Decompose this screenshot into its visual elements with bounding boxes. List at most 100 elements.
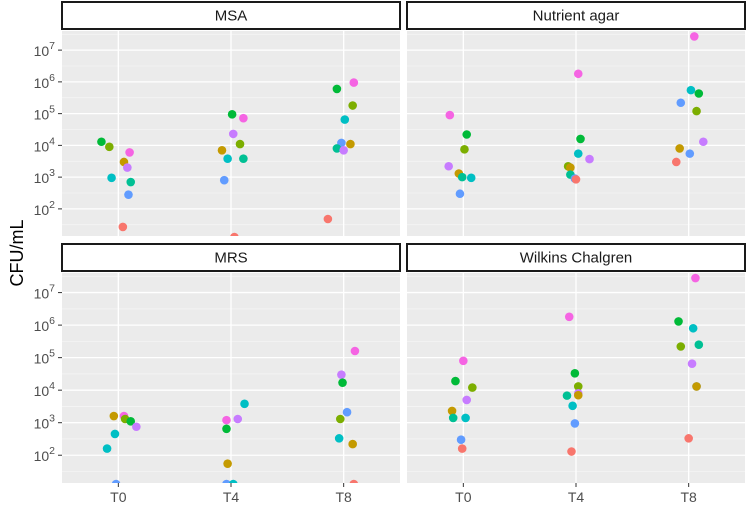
data-point — [451, 376, 460, 386]
facet-strip-label: Wilkins Chalgren — [520, 249, 633, 266]
data-point — [350, 346, 360, 356]
data-point — [457, 444, 467, 453]
data-point — [332, 144, 342, 153]
facet-strip — [61, 243, 401, 272]
data-point — [460, 145, 469, 154]
data-point — [125, 148, 134, 157]
x-tick-label: T4 — [223, 489, 240, 505]
data-point — [118, 222, 128, 232]
data-point — [573, 382, 583, 391]
facet-strip-label: MRS — [214, 249, 247, 266]
x-tick-label: T8 — [680, 489, 697, 505]
data-point — [576, 134, 585, 144]
data-point — [107, 173, 116, 183]
data-points — [447, 273, 704, 456]
y-tick-label: 103 — [34, 413, 56, 432]
data-point — [340, 115, 350, 124]
data-point — [109, 411, 119, 421]
data-point — [124, 190, 133, 199]
data-point — [219, 175, 229, 185]
data-point — [573, 390, 583, 400]
data-points — [97, 78, 359, 236]
y-tick-label: 104 — [34, 380, 56, 399]
data-point — [228, 129, 238, 139]
data-point — [239, 154, 248, 164]
y-tick-label: 105 — [34, 104, 56, 123]
facet-strip-label: Nutrient agar — [533, 7, 620, 24]
y-tick-label: 107 — [34, 40, 56, 59]
data-point — [686, 85, 696, 95]
data-point — [461, 413, 470, 423]
y-tick-label: 102 — [34, 445, 56, 464]
data-point — [346, 139, 355, 149]
data-point — [233, 414, 243, 424]
data-point — [323, 214, 333, 224]
facet-strip — [61, 1, 401, 30]
data-point — [334, 434, 344, 443]
data-points — [102, 346, 360, 483]
data-point — [570, 369, 580, 378]
panel-nutrient-agar: Nutrient agar — [406, 1, 746, 236]
data-point — [223, 154, 232, 164]
y-tick-label: 105 — [34, 348, 56, 367]
data-point — [97, 137, 106, 147]
facet-strip-label: MSA — [215, 7, 248, 24]
data-point — [240, 399, 249, 409]
data-point — [110, 429, 120, 439]
data-point — [571, 175, 581, 184]
data-point — [690, 32, 699, 41]
data-point — [349, 78, 359, 87]
data-point — [455, 189, 465, 199]
data-point — [456, 435, 466, 445]
data-point — [235, 139, 245, 149]
data-point — [685, 149, 695, 158]
data-point — [126, 417, 136, 426]
x-tick-label: T8 — [335, 489, 352, 505]
panel-wilkins-chalgren: Wilkins Chalgren T0 T4 T8 — [406, 243, 746, 505]
y-tick-label: 107 — [34, 283, 56, 302]
data-point — [448, 413, 458, 423]
panel-mrs: MRS 102 103 104 105 106 107 T0 T4 T8 — [34, 243, 401, 505]
data-point — [567, 447, 576, 456]
data-point — [462, 395, 472, 405]
data-point — [126, 177, 136, 187]
data-point — [699, 137, 708, 147]
x-tick-label: T0 — [455, 489, 472, 505]
data-point — [132, 422, 141, 432]
data-point — [339, 145, 348, 155]
data-point — [675, 144, 684, 153]
data-point — [105, 142, 114, 152]
data-point — [466, 173, 476, 183]
data-points — [444, 32, 708, 199]
x-tick-label: T4 — [568, 489, 585, 505]
data-point — [573, 149, 583, 158]
y-axis-title: CFU/mL — [7, 220, 27, 287]
data-point — [566, 163, 575, 172]
data-point — [102, 444, 112, 453]
data-point — [585, 154, 594, 164]
data-point — [229, 479, 238, 483]
data-point — [676, 342, 686, 351]
x-tick-label: T0 — [110, 489, 127, 505]
data-point — [568, 401, 577, 411]
data-point — [239, 113, 248, 123]
y-tick-label: 106 — [34, 72, 56, 91]
panel-msa: MSA 102 103 104 105 106 107 — [34, 1, 401, 236]
data-point — [342, 407, 352, 417]
data-point — [227, 110, 237, 119]
data-point — [335, 414, 345, 424]
facet-strip — [406, 243, 746, 272]
data-point — [694, 89, 704, 98]
data-point — [692, 382, 701, 391]
data-point — [230, 232, 239, 236]
data-point — [564, 312, 574, 322]
y-tick-label: 104 — [34, 135, 56, 154]
data-point — [332, 84, 342, 94]
data-point — [468, 383, 477, 392]
facet-strip — [406, 1, 746, 30]
data-point — [348, 101, 357, 110]
data-point — [459, 356, 468, 366]
data-point — [337, 370, 346, 379]
data-point — [222, 415, 231, 425]
